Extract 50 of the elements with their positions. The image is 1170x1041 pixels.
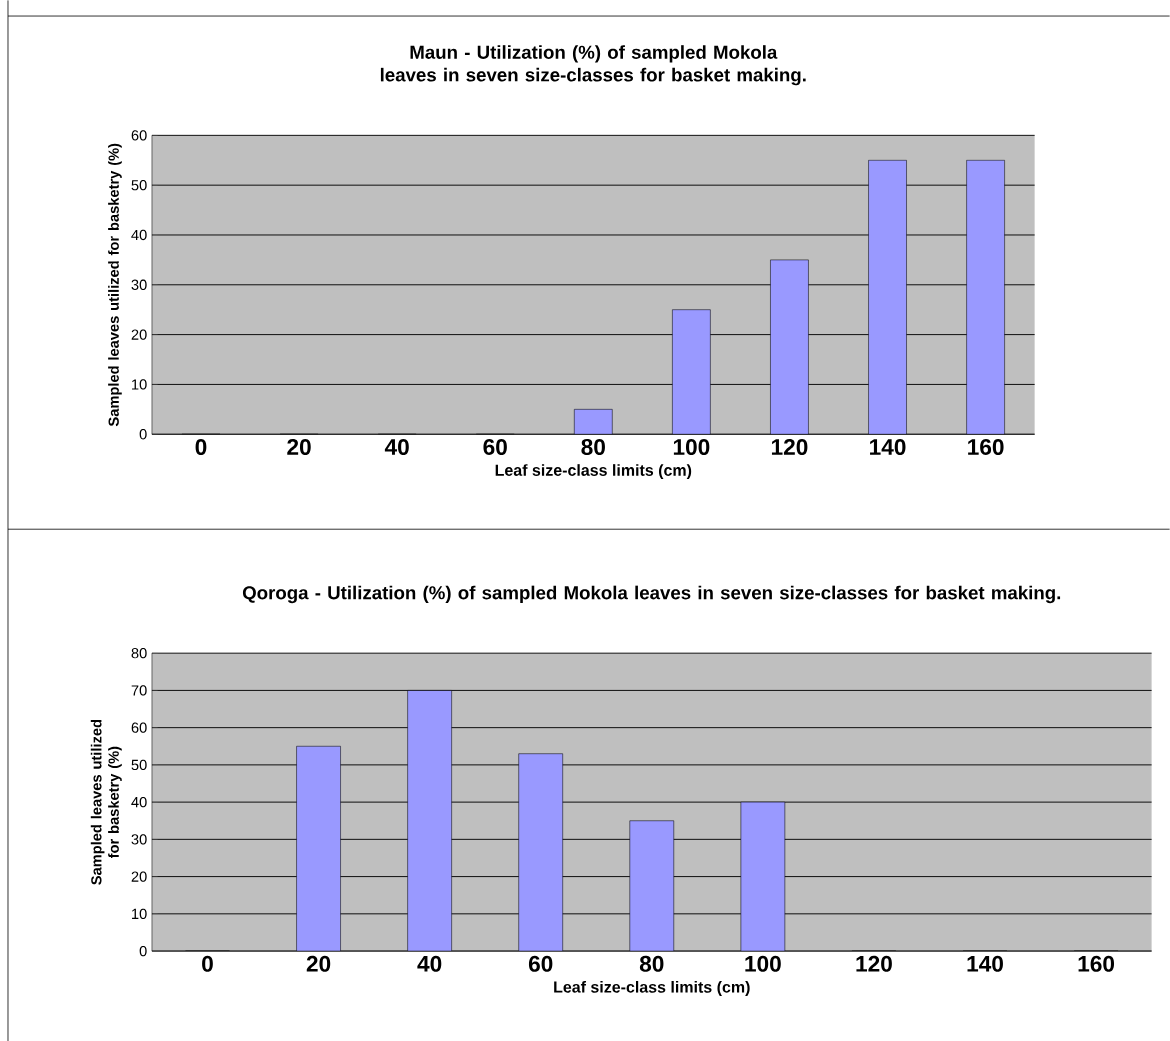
y-tick-label: 60 <box>131 722 147 733</box>
x-axis-title: Leaf size-class limits (cm) <box>495 463 692 479</box>
y-axis-title: Sampled leaves utilized for basketry (%) <box>90 719 122 885</box>
chart-title: Qoroga - Utilization (%) of sampled Mokola leaves in seven size-classes for basket making. <box>242 585 1061 603</box>
x-tick-label: 40 <box>384 438 409 455</box>
bar <box>407 690 452 951</box>
x-tick-label: 40 <box>417 955 442 972</box>
bar <box>574 409 613 435</box>
x-tick-label: 160 <box>1078 955 1115 972</box>
bar <box>672 309 711 435</box>
y-tick-label: 70 <box>131 685 147 696</box>
chart-title: Maun - Utilization (%) of sampled Mokola leaves in seven size-classes for basket making. <box>380 44 806 86</box>
x-tick-label: 140 <box>967 955 1003 972</box>
x-tick-label: 120 <box>771 438 808 455</box>
y-tick-label: 10 <box>132 379 147 390</box>
y-tick-label: 40 <box>131 796 147 808</box>
bar <box>740 801 785 951</box>
x-tick-label: 80 <box>639 955 664 972</box>
bar <box>966 159 1005 435</box>
y-tick-label: 20 <box>131 871 147 882</box>
x-tick-label: 0 <box>195 438 207 455</box>
y-tick-label: 50 <box>131 759 147 770</box>
y-tick-label: 40 <box>131 229 147 240</box>
x-tick-label: 20 <box>306 955 331 972</box>
bar <box>518 753 563 951</box>
x-tick-label: 0 <box>202 955 213 972</box>
bar <box>629 820 674 951</box>
y-tick-label: 0 <box>139 945 147 957</box>
x-tick-label: 140 <box>870 438 906 455</box>
x-tick-label: 100 <box>673 438 710 455</box>
x-tick-label: 120 <box>856 955 892 972</box>
y-tick-label: 0 <box>139 428 147 440</box>
y-tick-label: 20 <box>131 329 147 340</box>
y-tick-label: 30 <box>131 833 147 845</box>
x-tick-label: 60 <box>483 438 507 455</box>
y-tick-label: 50 <box>131 179 147 191</box>
y-tick-label: 10 <box>132 908 147 919</box>
x-tick-label: 60 <box>528 955 553 972</box>
x-axis-title: Leaf size-class limits (cm) <box>554 980 750 996</box>
x-tick-label: 80 <box>581 438 605 455</box>
bar <box>868 160 907 435</box>
y-tick-label: 80 <box>131 647 147 659</box>
y-tick-label: 30 <box>131 279 147 290</box>
x-tick-label: 100 <box>745 955 781 972</box>
x-tick-label: 160 <box>968 438 1004 455</box>
bar <box>296 746 341 951</box>
y-tick-label: 60 <box>131 129 147 141</box>
y-axis-title: Sampled leaves utilized for basketry (%) <box>108 143 122 426</box>
x-tick-label: 20 <box>287 438 311 455</box>
bar <box>770 259 809 435</box>
